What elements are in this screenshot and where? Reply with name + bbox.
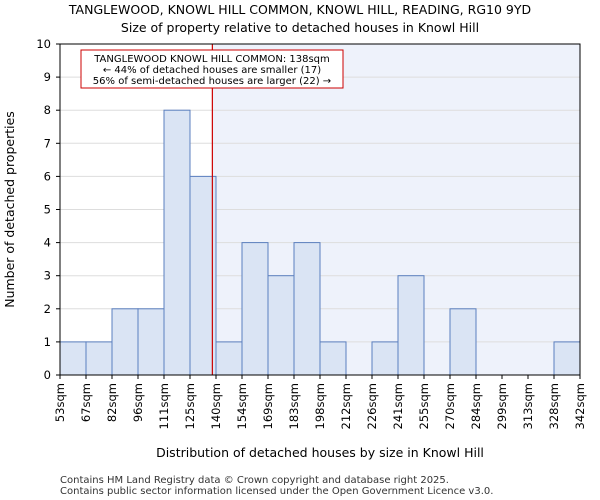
- y-tick-label: 10: [36, 37, 51, 51]
- x-tick-label: 82sqm: [105, 383, 119, 422]
- y-axis-ticks: 0 1 2 3 4 5 6 7 8 9 10: [36, 37, 60, 382]
- y-tick-label: 6: [44, 169, 51, 183]
- bar: [267, 275, 295, 376]
- chart-subtitle: Size of property relative to detached ho…: [121, 20, 479, 35]
- bar: [163, 109, 191, 376]
- bar: [189, 175, 217, 376]
- x-tick-label: 212sqm: [339, 383, 353, 429]
- bar: [137, 308, 165, 376]
- bar: [293, 242, 321, 376]
- footer-line-1: Contains HM Land Registry data © Crown c…: [60, 475, 449, 486]
- x-axis-ticks: 53sqm 67sqm 82sqm 96sqm 111sqm 125sqm 140sqm 15…: [53, 375, 587, 429]
- bars: [59, 109, 581, 376]
- x-tick-label: 284sqm: [469, 383, 483, 429]
- x-tick-label: 255sqm: [417, 383, 431, 429]
- x-tick-label: 125sqm: [183, 383, 197, 429]
- bar: [85, 341, 113, 376]
- x-tick-label: 154sqm: [235, 383, 249, 429]
- y-tick-label: 5: [44, 203, 51, 217]
- bar: [215, 341, 243, 376]
- annotation-line-2: ← 44% of detached houses are smaller (17…: [103, 65, 321, 76]
- x-tick-label: 183sqm: [287, 383, 301, 429]
- y-tick-label: 3: [44, 269, 51, 283]
- bar: [319, 341, 347, 376]
- annotation-box: TANGLEWOOD KNOWL HILL COMMON: 138sqm ← 4…: [80, 49, 344, 89]
- y-tick-label: 8: [44, 103, 51, 117]
- x-tick-label: 53sqm: [53, 383, 67, 422]
- bar: [111, 308, 139, 376]
- x-tick-label: 140sqm: [209, 383, 223, 429]
- y-tick-label: 9: [44, 70, 51, 84]
- x-tick-label: 96sqm: [131, 383, 145, 422]
- footer-line-2: Contains public sector information licen…: [60, 486, 493, 497]
- x-tick-label: 111sqm: [157, 383, 171, 429]
- x-axis-label: Distribution of detached houses by size …: [156, 445, 484, 460]
- x-tick-label: 169sqm: [261, 383, 275, 429]
- x-tick-label: 226sqm: [365, 383, 379, 429]
- annotation-line-1: TANGLEWOOD KNOWL HILL COMMON: 138sqm: [93, 54, 330, 65]
- x-tick-label: 328sqm: [547, 383, 561, 429]
- bar: [553, 341, 581, 376]
- annotation-border: [80, 49, 344, 89]
- y-axis-label: Number of detached properties: [2, 111, 17, 308]
- x-tick-label: 313sqm: [521, 383, 535, 429]
- bar: [397, 275, 425, 376]
- bar: [371, 341, 399, 376]
- y-tick-label: 7: [44, 136, 51, 150]
- plot-area: [59, 43, 581, 376]
- y-tick-label: 0: [44, 368, 51, 382]
- chart-title: TANGLEWOOD, KNOWL HILL COMMON, KNOWL HIL…: [68, 2, 531, 17]
- x-tick-label: 67sqm: [79, 383, 93, 422]
- y-tick-label: 4: [44, 236, 51, 250]
- bar: [241, 242, 269, 376]
- x-tick-label: 198sqm: [313, 383, 327, 429]
- x-tick-label: 270sqm: [443, 383, 457, 429]
- bar: [449, 308, 477, 376]
- y-tick-label: 2: [44, 302, 51, 316]
- bar: [59, 341, 87, 376]
- x-tick-label: 342sqm: [573, 383, 587, 429]
- annotation-line-3: 56% of semi-detached houses are larger (…: [93, 76, 331, 87]
- x-tick-label: 299sqm: [495, 383, 509, 429]
- x-tick-label: 241sqm: [391, 383, 405, 429]
- y-tick-label: 1: [44, 335, 51, 349]
